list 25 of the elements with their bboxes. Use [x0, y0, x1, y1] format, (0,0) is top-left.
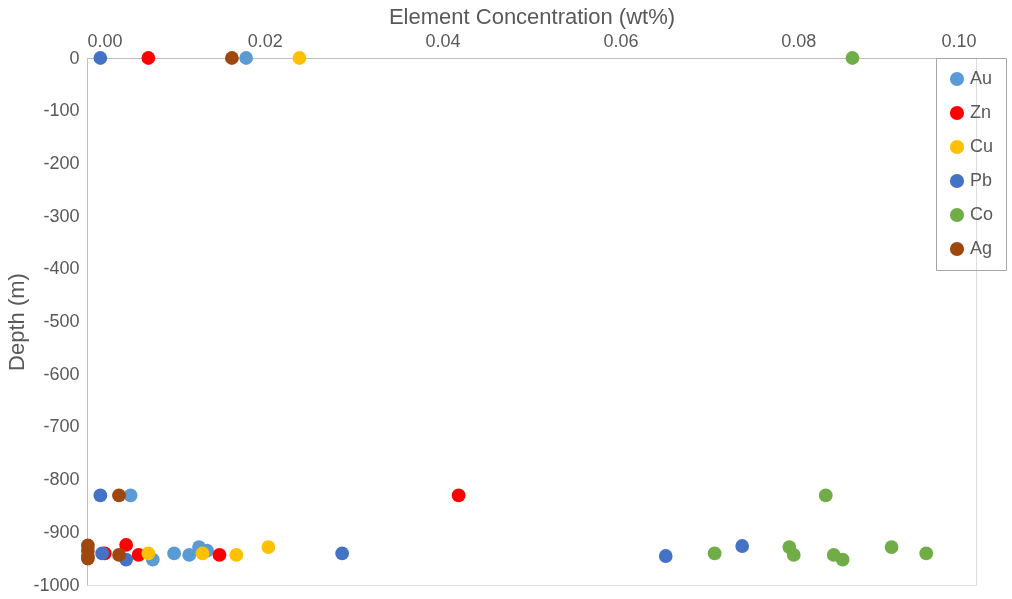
y-tick-label: -100	[43, 100, 80, 121]
y-tick-label: -600	[43, 363, 80, 384]
y-tick-label: -200	[43, 152, 80, 173]
y-axis-title: Depth (m)	[4, 273, 30, 371]
y-tick-label: -300	[43, 205, 80, 226]
legend-label: Co	[970, 204, 994, 224]
y-tick-label: -900	[43, 521, 80, 542]
legend-label: Cu	[970, 136, 994, 156]
y-tick-label: 0	[69, 47, 80, 68]
legend-label: Ag	[970, 238, 993, 258]
y-tick-label: -500	[43, 311, 80, 331]
legend-label: Zn	[970, 102, 992, 122]
x-axis-title: Element Concentration (wt%)	[388, 3, 676, 29]
x-tick-label: 0.00	[87, 30, 123, 51]
x-tick-label: 0.04	[425, 30, 461, 51]
legend-label: Pb	[970, 170, 993, 190]
y-tick-label: -1000	[33, 574, 80, 595]
x-tick-label: 0.10	[941, 30, 977, 51]
y-tick-label: -700	[43, 416, 80, 437]
x-tick-label: 0.06	[603, 30, 639, 51]
y-tick-label: -400	[43, 258, 80, 279]
x-tick-label: 0.08	[781, 30, 817, 51]
y-tick-label: -800	[43, 469, 80, 490]
legend-label: Au	[970, 68, 993, 88]
x-tick-label: 0.02	[247, 30, 283, 51]
